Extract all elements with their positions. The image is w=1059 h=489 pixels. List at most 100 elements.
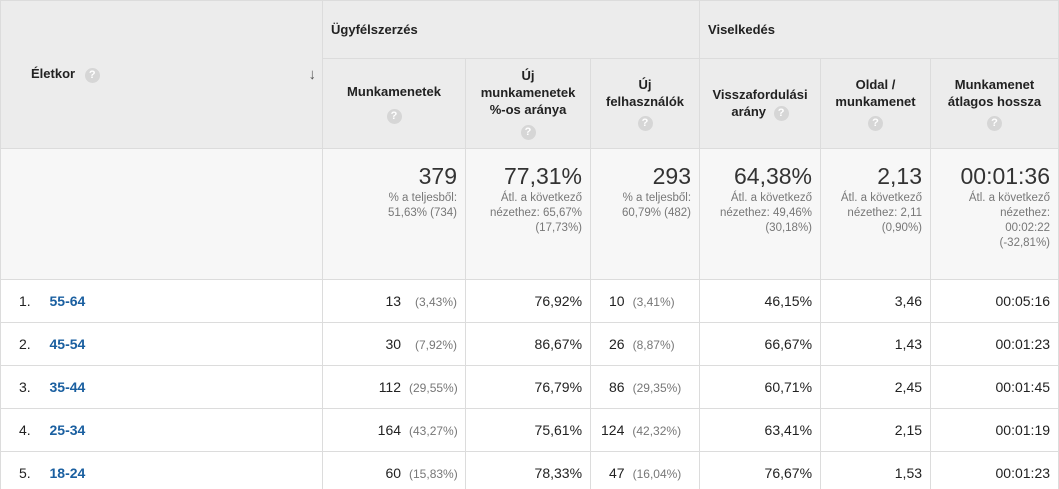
column-header-new-sessions-pct[interactable]: Új munkamenetek %-os aránya ?	[465, 58, 592, 149]
column-header-sessions[interactable]: Munkamenetek ?	[322, 58, 467, 149]
total-sub: Átl. a következő nézethez: 00:02:22 (-32…	[968, 192, 1051, 249]
percent: (42,32%)	[632, 424, 682, 438]
row-label-cell: 25-34	[42, 408, 324, 452]
total-sub: Átl. a következő nézethez: 2,11 (0,90%)	[840, 192, 923, 234]
row-index: 3.	[0, 365, 43, 409]
cell-pages: 1,43	[820, 322, 932, 366]
total-sub: Átl. a következő nézethez: 65,67% (17,73…	[489, 192, 583, 234]
total-cell: 64,38% Átl. a következő nézethez: 49,46% …	[699, 148, 822, 280]
value: 13	[385, 293, 402, 309]
total-sub: Átl. a következő nézethez: 49,46% (30,18…	[719, 192, 813, 234]
row-link[interactable]: 45-54	[49, 336, 86, 352]
percent: (7,92%)	[414, 338, 458, 352]
cell-new-sessions-pct: 75,61%	[465, 408, 592, 452]
column-header-bounce-rate[interactable]: Visszafordulási arány ?	[699, 58, 822, 149]
column-header-avg-session-duration[interactable]: Munkamenet átlagos hossza ?	[930, 58, 1059, 149]
totals-row: 379 % a teljesből: 51,63% (734) 77,31% Átl…	[0, 148, 1059, 280]
cell-new-users: 26 (8,87%)	[590, 322, 701, 366]
cell-pages: 2,45	[820, 365, 932, 409]
help-icon[interactable]: ?	[386, 108, 402, 124]
total-value: 64,38%	[734, 163, 813, 189]
cell-pages: 1,53	[820, 451, 932, 489]
row-index: 1.	[0, 279, 43, 323]
help-icon[interactable]: ?	[868, 116, 884, 132]
value: 112	[378, 379, 402, 395]
help-icon[interactable]: ?	[84, 67, 100, 83]
total-value: 2,13	[877, 163, 923, 189]
cell-duration: 00:01:23	[930, 451, 1059, 489]
total-cell: 293 % a teljesből: 60,79% (482)	[590, 148, 701, 280]
cell-bounce-rate: 46,15%	[699, 279, 822, 323]
row-label-cell: 45-54	[42, 322, 324, 366]
column-header-label: Új munkamenetek %-os aránya	[480, 68, 576, 118]
cell-bounce-rate: 63,41%	[699, 408, 822, 452]
row-link[interactable]: 35-44	[49, 379, 86, 395]
row-index: 4.	[0, 408, 43, 452]
percent: (3,41%)	[632, 295, 675, 309]
dimension-header[interactable]: Életkor ? ↓	[0, 0, 324, 149]
cell-new-users: 10 (3,41%)	[590, 279, 701, 323]
value: 30	[385, 336, 402, 352]
cell-duration: 00:01:19	[930, 408, 1059, 452]
cell-pages: 3,46	[820, 279, 932, 323]
row-link[interactable]: 25-34	[49, 422, 86, 438]
total-value: 00:01:36	[960, 163, 1051, 189]
cell-new-sessions-pct: 78,33%	[465, 451, 592, 489]
help-icon[interactable]: ?	[520, 124, 536, 140]
percent: (29,55%)	[409, 381, 458, 395]
total-value: 77,31%	[504, 163, 583, 189]
group-header-behavior: Viselkedés	[699, 0, 1059, 59]
total-sub: % a teljesből: 51,63% (734)	[387, 192, 458, 219]
total-cell: 2,13 Átl. a következő nézethez: 2,11 (0,9…	[820, 148, 932, 280]
total-sub: % a teljesből: 60,79% (482)	[621, 192, 692, 219]
dimension-label: Életkor	[31, 66, 76, 82]
total-value: 379	[418, 163, 458, 189]
percent: (15,83%)	[409, 467, 458, 481]
column-header-label: Visszafordulási arány ?	[700, 86, 820, 121]
group-header-acquisition: Ügyfélszerzés	[322, 0, 701, 59]
help-icon[interactable]: ?	[773, 105, 789, 121]
column-header-pages-per-session[interactable]: Oldal / munkamenet ?	[820, 58, 932, 149]
cell-sessions: 112 (29,55%)	[322, 365, 467, 409]
value: 164	[377, 422, 402, 438]
table-row: 5. 18-24 60 (15,83%) 78,33% 47 (16,04%) 76…	[0, 451, 1059, 489]
cell-pages: 2,15	[820, 408, 932, 452]
row-link[interactable]: 55-64	[49, 293, 86, 309]
sort-down-arrow-icon[interactable]: ↓	[308, 65, 317, 83]
value: 86	[609, 379, 625, 395]
row-index: 5.	[0, 451, 43, 489]
percent: (16,04%)	[632, 467, 682, 481]
cell-bounce-rate: 76,67%	[699, 451, 822, 489]
cell-new-sessions-pct: 86,67%	[465, 322, 592, 366]
cell-sessions: 164 (43,27%)	[322, 408, 467, 452]
table-row: 2. 45-54 30 (7,92%) 86,67% 26 (8,87%) 66,6…	[0, 322, 1059, 366]
cell-new-users: 47 (16,04%)	[590, 451, 701, 489]
cell-duration: 00:01:45	[930, 365, 1059, 409]
cell-new-sessions-pct: 76,79%	[465, 365, 592, 409]
column-header-label: Új felhasználók	[606, 76, 685, 109]
percent: (3,43%)	[414, 295, 458, 309]
row-link[interactable]: 18-24	[49, 465, 86, 481]
column-header-text: Visszafordulási arány	[712, 87, 808, 120]
cell-sessions: 30 (7,92%)	[322, 322, 467, 366]
row-label-cell: 35-44	[42, 365, 324, 409]
cell-new-sessions-pct: 76,92%	[465, 279, 592, 323]
help-icon[interactable]: ?	[637, 116, 653, 132]
percent: (8,87%)	[632, 338, 675, 352]
cell-new-users: 86 (29,35%)	[590, 365, 701, 409]
totals-label-cell	[0, 148, 324, 280]
metric-header-row: Munkamenetek ? Új munkamenetek %-os arán…	[1, 58, 1059, 149]
help-icon[interactable]: ?	[987, 116, 1003, 132]
value: 47	[609, 465, 625, 481]
column-header-new-users[interactable]: Új felhasználók ?	[590, 58, 701, 149]
column-header-label: Munkamenet átlagos hossza	[947, 76, 1042, 109]
cell-sessions: 13 (3,43%)	[322, 279, 467, 323]
row-index: 2.	[0, 322, 43, 366]
cell-bounce-rate: 60,71%	[699, 365, 822, 409]
total-cell: 00:01:36 Átl. a következő nézethez: 00:02…	[930, 148, 1059, 280]
cell-new-users: 124 (42,32%)	[590, 408, 701, 452]
row-label-cell: 55-64	[42, 279, 324, 323]
table-row: 3. 35-44 112 (29,55%) 76,79% 86 (29,35%) 6…	[0, 365, 1059, 409]
